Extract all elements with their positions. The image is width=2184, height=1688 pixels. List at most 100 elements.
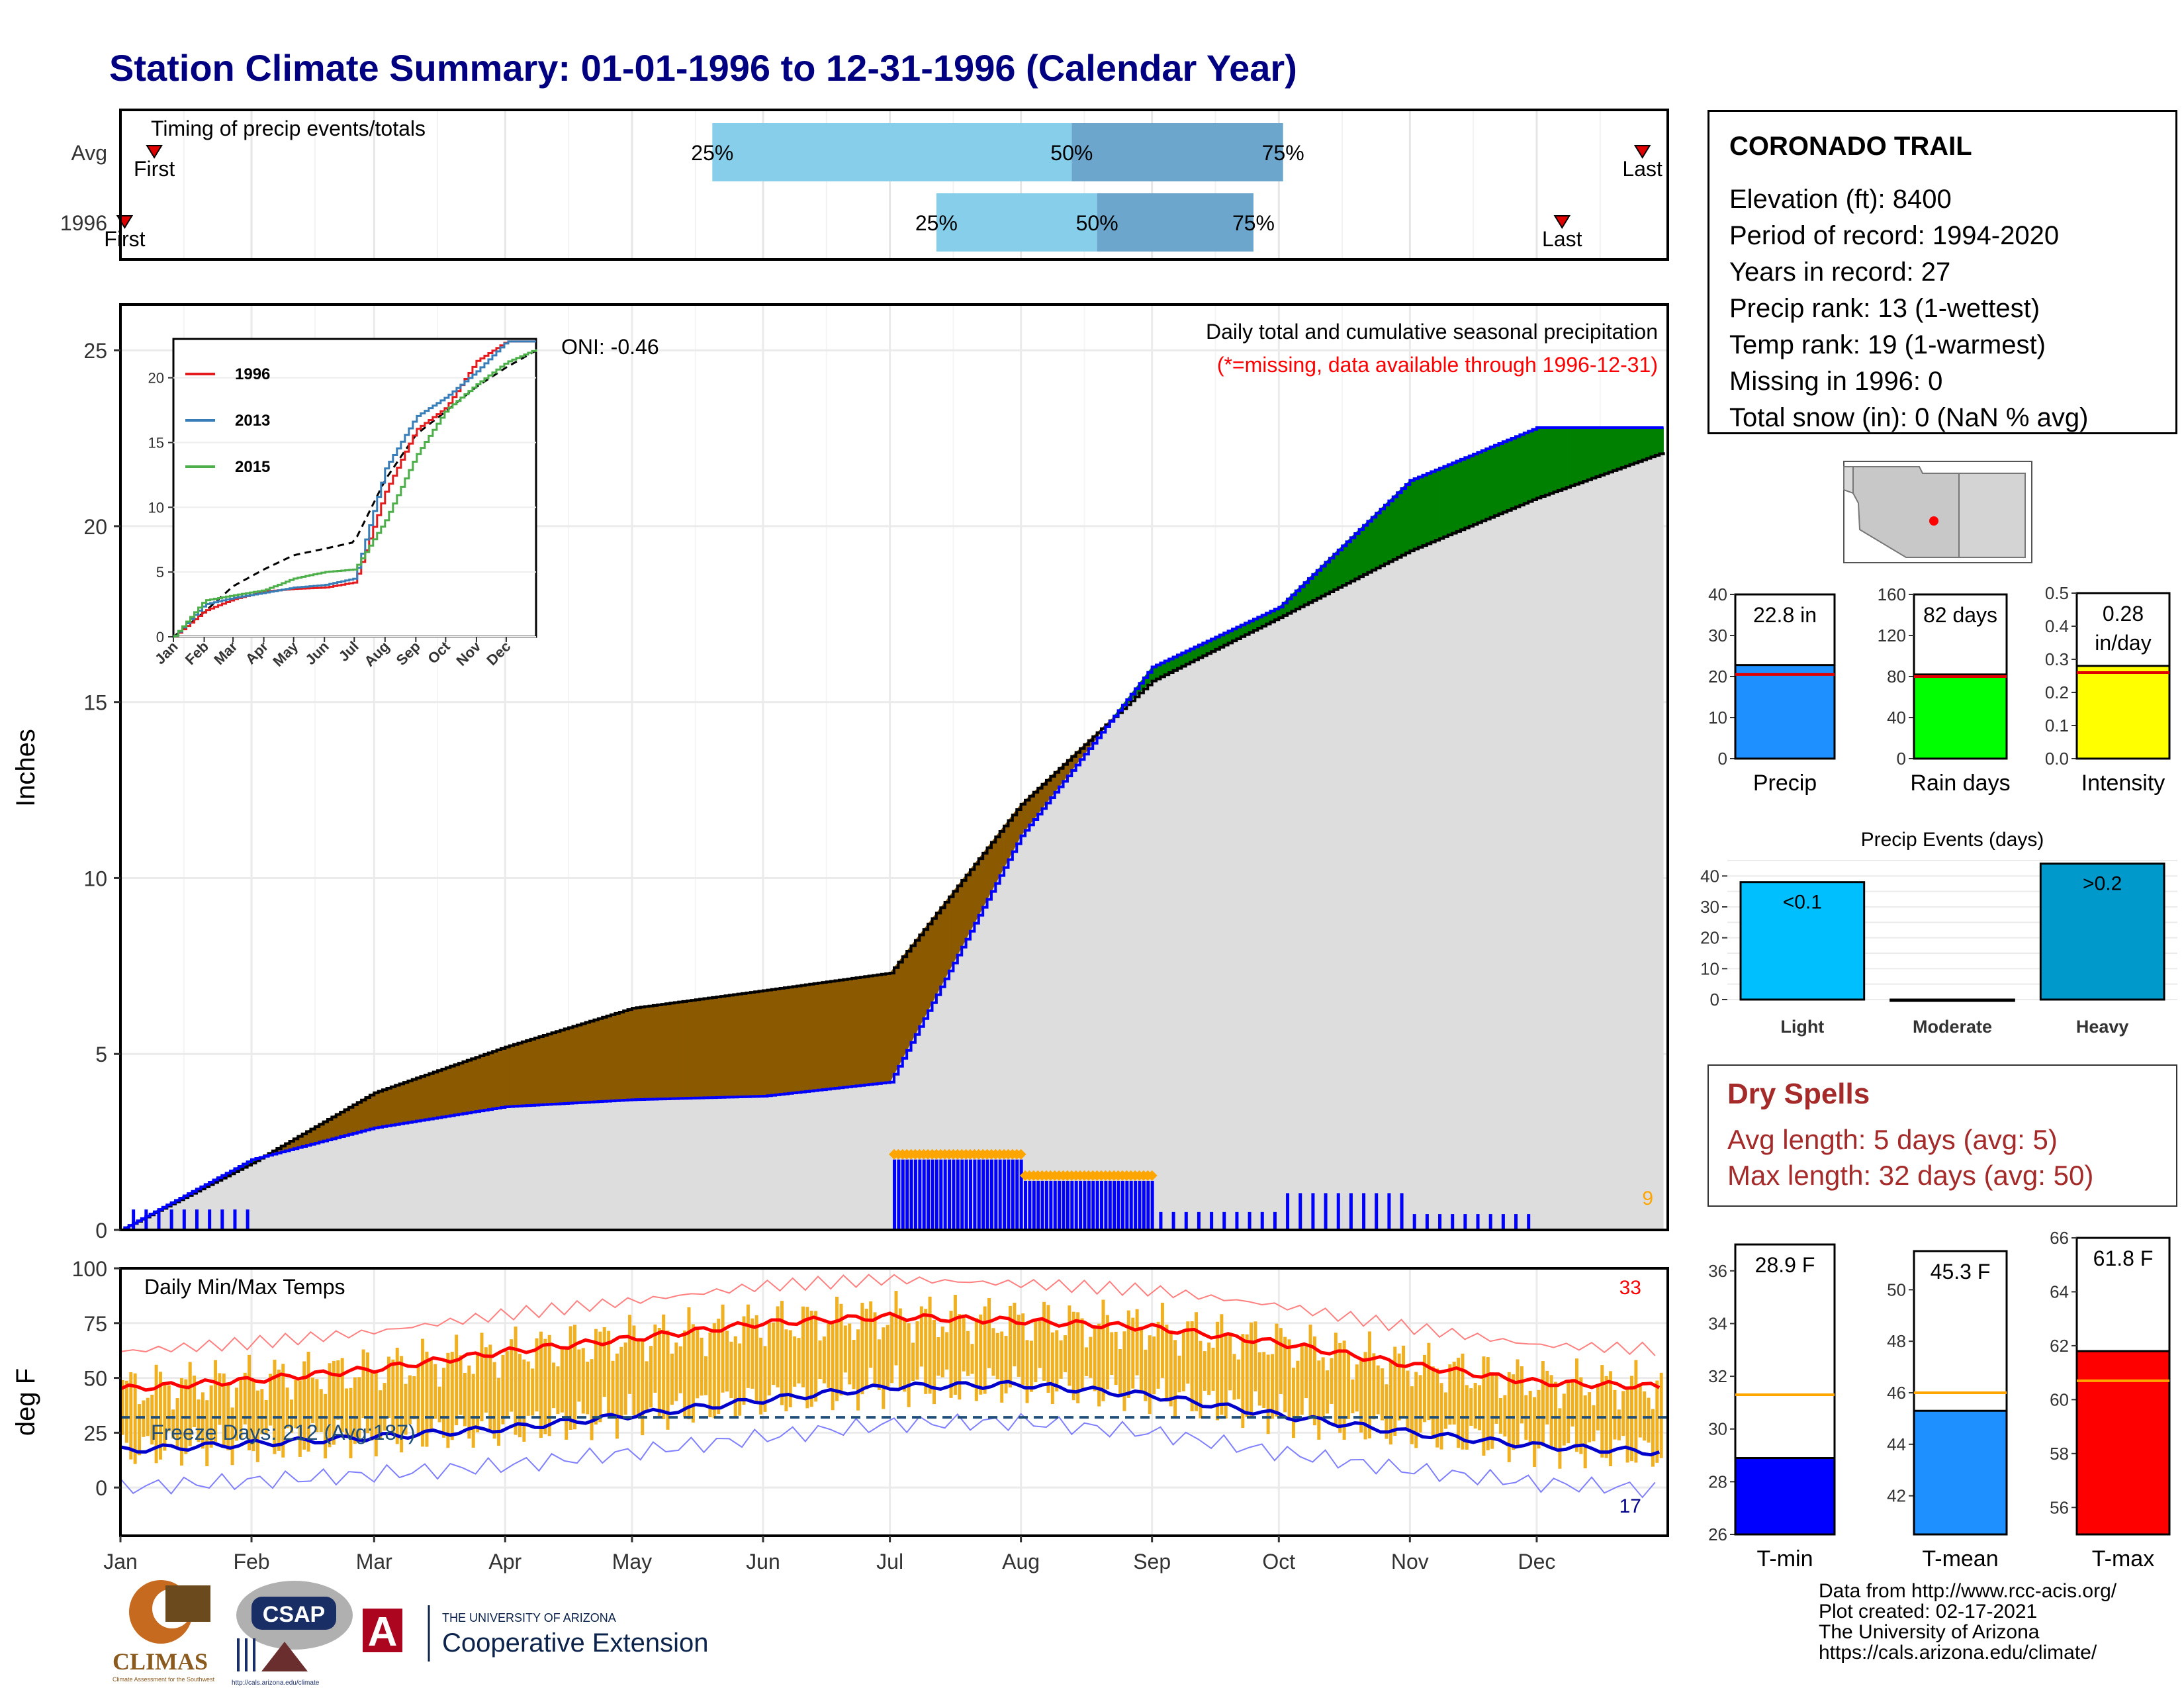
daily-precip-bar xyxy=(909,1159,913,1230)
csap-logo: CSAP http://cals.arizona.edu/climate xyxy=(232,1581,353,1687)
events-tick-label: 30 xyxy=(1700,897,1719,917)
timing-row-label-avg: Avg xyxy=(71,141,107,165)
mini-chart-category-label: T-min xyxy=(1757,1546,1813,1571)
station-name: CORONADO TRAIL xyxy=(1729,132,1972,161)
daily-temp-bar xyxy=(987,1297,991,1368)
deficit-area xyxy=(729,994,734,1098)
daily-temp-bar xyxy=(666,1330,670,1430)
daily-temp-bar xyxy=(400,1356,404,1453)
daily-temp-bar xyxy=(1381,1368,1385,1421)
daily-precip-bar xyxy=(968,1159,972,1230)
csap-badge xyxy=(251,1597,336,1630)
arizona-shape xyxy=(1852,466,1960,558)
daily-temp-bar xyxy=(1567,1381,1570,1444)
daily-temp-bar xyxy=(1050,1332,1054,1405)
daily-precip-bar xyxy=(948,1159,952,1230)
daily-precip-bar xyxy=(973,1159,977,1230)
deficit-area xyxy=(906,945,911,1051)
mini-chart-tick-label: 0.0 xyxy=(2045,749,2069,769)
mini-chart-tick-label: 32 xyxy=(1708,1366,1727,1386)
daily-temp-bar xyxy=(1351,1380,1355,1413)
deficit-area xyxy=(860,976,865,1086)
daily-temp-bar xyxy=(1105,1315,1109,1389)
csap-wordmark: CSAP xyxy=(263,1602,325,1627)
surplus-area xyxy=(1469,453,1474,527)
deficit-area xyxy=(394,1083,400,1125)
daily-temp-bar xyxy=(336,1360,340,1420)
deficit-area xyxy=(754,991,759,1097)
daily-precip-bar xyxy=(1210,1211,1214,1230)
mini-chart-tick-label: 20 xyxy=(1708,667,1727,686)
daily-precip-bar xyxy=(1425,1214,1429,1230)
deficit-area xyxy=(585,1021,590,1103)
timing-last-marker xyxy=(1553,215,1571,229)
surplus-area xyxy=(1430,469,1435,543)
extreme-min-line xyxy=(120,1413,1656,1499)
daily-temp-bar xyxy=(708,1332,712,1417)
daily-temp-bar xyxy=(1625,1389,1629,1463)
daily-temp-bar xyxy=(860,1303,864,1395)
daily-temp-bar xyxy=(636,1340,640,1419)
daily-temp-bar xyxy=(1004,1336,1008,1393)
month-label: Nov xyxy=(1391,1550,1429,1573)
deficit-area xyxy=(758,990,764,1097)
mini-chart-tick-label: 0.4 xyxy=(2045,616,2069,636)
daily-temp-bar xyxy=(379,1390,383,1440)
surplus-area xyxy=(1460,457,1465,530)
daily-temp-bar xyxy=(1304,1344,1308,1399)
surplus-area xyxy=(1633,427,1639,463)
inset-y-tick-label: 0 xyxy=(156,629,164,645)
daily-precip-bar xyxy=(1032,1180,1036,1230)
daily-temp-bar xyxy=(197,1399,201,1442)
daily-temp-bar xyxy=(391,1359,395,1435)
mini-chart-tick-label: 36 xyxy=(1708,1261,1727,1281)
deficit-area xyxy=(619,1010,624,1101)
daily-temp-bar xyxy=(772,1322,776,1385)
mini-chart-tick-label: 0.5 xyxy=(2045,583,2069,603)
daily-temp-bar xyxy=(1186,1321,1190,1384)
daily-temp-bar xyxy=(1241,1334,1245,1429)
daily-precip-bar xyxy=(1171,1211,1175,1230)
deficit-area xyxy=(699,998,704,1098)
daily-temp-bar xyxy=(911,1342,915,1382)
daily-precip-bar xyxy=(1079,1180,1083,1230)
precip-daily-bars xyxy=(132,1149,1531,1230)
daily-temp-bar xyxy=(484,1347,488,1413)
daily-temp-bar xyxy=(1574,1358,1578,1452)
deficit-area xyxy=(691,999,696,1099)
daily-temp-bar xyxy=(230,1407,234,1466)
mini-chart-tick-label: 30 xyxy=(1708,626,1727,645)
daily-precip-bar xyxy=(1019,1159,1023,1230)
daily-temp-bar xyxy=(594,1329,598,1425)
daily-temp-bar xyxy=(133,1373,137,1464)
daily-precip-bar xyxy=(1011,1159,1015,1230)
mini-chart-category-label: Intensity xyxy=(2081,771,2165,796)
daily-temp-bar xyxy=(1448,1364,1452,1425)
deficit-area xyxy=(775,988,780,1096)
heavy-event-marker xyxy=(1015,1149,1026,1160)
daily-temp-bar xyxy=(940,1326,944,1378)
deficit-area xyxy=(543,1033,548,1105)
deficit-area xyxy=(686,1000,692,1099)
daily-temp-bar xyxy=(1190,1321,1194,1412)
surplus-area xyxy=(1642,427,1647,461)
daily-precip-bar xyxy=(1100,1180,1104,1230)
daily-temp-bar xyxy=(1071,1311,1075,1401)
station-elevation: Elevation (ft): 8400 xyxy=(1729,185,1952,214)
daily-temp-bar xyxy=(1583,1395,1587,1469)
daily-temp-bar xyxy=(260,1389,264,1434)
deficit-area xyxy=(720,995,725,1098)
daily-temp-bar xyxy=(649,1346,653,1408)
precip-caption: Daily total and cumulative seasonal prec… xyxy=(1206,320,1658,344)
daily-temp-bar xyxy=(1643,1391,1647,1441)
daily-temp-bar xyxy=(395,1347,399,1444)
surplus-area xyxy=(1562,427,1567,489)
daily-temp-bar xyxy=(793,1336,797,1387)
precip-missing-note: (*=missing, data available through 1996-… xyxy=(1217,353,1658,377)
daily-temp-bar xyxy=(222,1373,226,1446)
daily-temp-bar xyxy=(285,1387,289,1429)
mini-chart-value-bar xyxy=(1734,664,1836,760)
daily-precip-bar xyxy=(922,1159,926,1230)
deficit-area xyxy=(576,1023,582,1103)
daily-temp-bar xyxy=(531,1368,535,1416)
